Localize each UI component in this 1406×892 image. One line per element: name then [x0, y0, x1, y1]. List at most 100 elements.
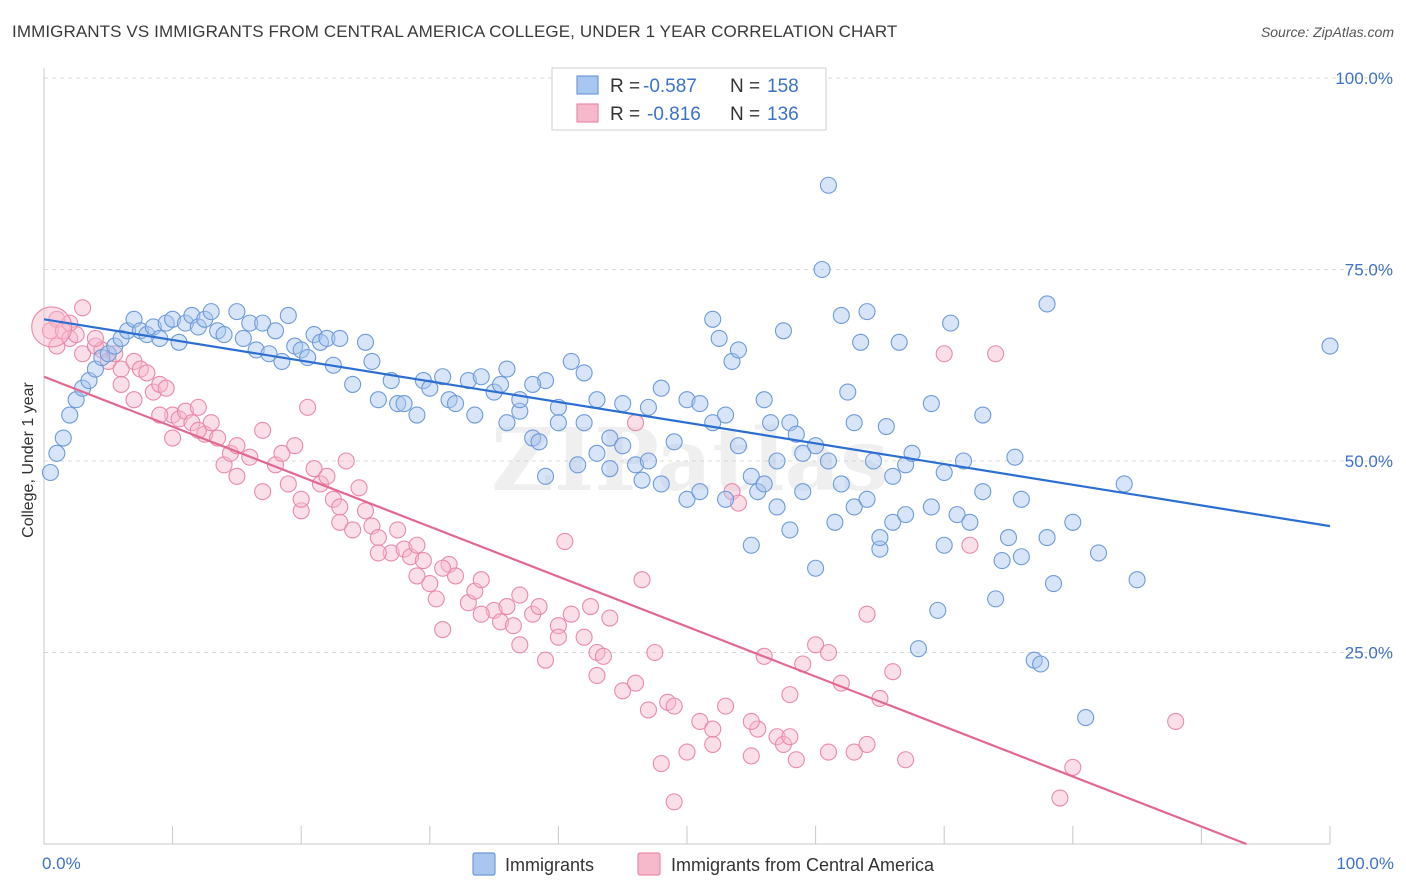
- legend-n-label-2: N =: [730, 104, 760, 125]
- point-immigrants: [974, 483, 992, 501]
- point-immigrants: [954, 452, 973, 470]
- point-central-america: [581, 597, 600, 616]
- point-immigrants: [1012, 490, 1030, 508]
- y-tick-label: 100.0%: [1335, 69, 1393, 88]
- point-central-america: [331, 498, 349, 516]
- point-immigrants: [858, 490, 876, 508]
- point-immigrants: [678, 391, 696, 409]
- point-immigrants: [536, 467, 555, 485]
- point-immigrants: [999, 529, 1018, 547]
- point-immigrants: [691, 483, 709, 501]
- point-immigrants: [491, 375, 510, 393]
- point-immigrants: [588, 444, 606, 462]
- point-central-america: [678, 743, 696, 761]
- point-immigrants: [601, 429, 619, 447]
- point-immigrants: [48, 444, 66, 462]
- point-central-america: [511, 586, 529, 604]
- point-immigrants: [627, 456, 645, 474]
- point-immigrants: [762, 414, 780, 432]
- point-immigrants: [768, 498, 786, 516]
- point-immigrants: [710, 329, 728, 347]
- point-central-america: [382, 544, 400, 562]
- point-immigrants: [704, 310, 722, 328]
- point-immigrants: [794, 444, 812, 462]
- point-central-america: [575, 628, 593, 646]
- y-tick-label: 75.0%: [1345, 261, 1393, 280]
- point-immigrants: [228, 303, 246, 321]
- point-immigrants: [652, 379, 670, 397]
- point-immigrants: [41, 463, 59, 482]
- point-immigrants: [961, 513, 979, 531]
- point-immigrants: [614, 437, 632, 455]
- point-immigrants: [813, 260, 831, 279]
- point-immigrants: [755, 391, 773, 409]
- legend-r-label-1: R =: [610, 76, 640, 97]
- point-immigrants: [614, 394, 632, 413]
- point-immigrants: [665, 433, 683, 451]
- point-immigrants: [202, 303, 220, 321]
- point-immigrants: [755, 475, 773, 493]
- y-tick-label: 25.0%: [1345, 644, 1393, 663]
- point-central-america: [858, 605, 876, 623]
- point-central-america: [987, 345, 1005, 363]
- point-immigrants: [331, 329, 349, 347]
- point-immigrants: [974, 406, 992, 424]
- point-immigrants: [498, 414, 516, 432]
- point-immigrants: [858, 303, 876, 321]
- point-immigrants: [1321, 337, 1339, 355]
- point-immigrants: [729, 437, 747, 455]
- point-immigrants: [717, 490, 735, 508]
- point-central-america: [356, 502, 375, 520]
- point-immigrants: [446, 394, 465, 413]
- point-immigrants: [588, 391, 606, 409]
- point-immigrants: [569, 456, 587, 474]
- point-central-america: [446, 567, 465, 585]
- point-central-america: [742, 747, 760, 765]
- point-central-america: [614, 682, 632, 700]
- point-immigrants: [279, 306, 297, 325]
- point-immigrants: [993, 552, 1011, 570]
- point-central-america: [781, 686, 799, 704]
- point-central-america: [369, 529, 387, 547]
- y-tick-label: 50.0%: [1345, 452, 1393, 471]
- x-tick-label-min: 0.0%: [42, 854, 81, 873]
- point-immigrants: [852, 333, 870, 351]
- point-immigrants: [241, 314, 259, 332]
- point-immigrants: [389, 394, 407, 413]
- point-immigrants: [549, 414, 567, 432]
- bottom-legend-swatch-blue: [472, 852, 496, 876]
- point-central-america: [286, 437, 304, 455]
- point-immigrants: [807, 559, 825, 577]
- point-immigrants: [1115, 475, 1133, 493]
- point-central-america: [305, 460, 323, 478]
- point-immigrants: [819, 176, 838, 194]
- point-central-america: [665, 793, 683, 811]
- point-immigrants: [466, 406, 484, 424]
- x-tick-labels: 0.0% 100.0%: [42, 854, 1394, 873]
- point-immigrants: [633, 471, 651, 489]
- point-central-america: [279, 475, 297, 493]
- point-immigrants: [935, 463, 953, 482]
- point-immigrants: [794, 483, 812, 501]
- point-immigrants: [1044, 575, 1063, 593]
- point-central-america: [112, 360, 130, 378]
- point-central-america: [228, 467, 246, 485]
- point-immigrants: [639, 452, 657, 470]
- point-immigrants: [434, 368, 452, 386]
- point-central-america: [665, 697, 683, 715]
- point-central-america: [337, 452, 355, 470]
- point-immigrants: [524, 375, 542, 393]
- point-central-america: [331, 513, 349, 531]
- trend-line-central-america: [43, 375, 1247, 846]
- point-central-america: [935, 345, 953, 363]
- point-central-america: [594, 647, 612, 665]
- point-immigrants: [729, 341, 747, 359]
- series-central-america-points: [31, 299, 1185, 811]
- point-central-america: [1167, 712, 1185, 730]
- point-immigrants: [408, 406, 426, 424]
- legend-n-value-1: 158: [767, 76, 799, 97]
- point-immigrants: [819, 452, 838, 470]
- point-central-america: [434, 559, 452, 577]
- point-central-america: [729, 494, 747, 512]
